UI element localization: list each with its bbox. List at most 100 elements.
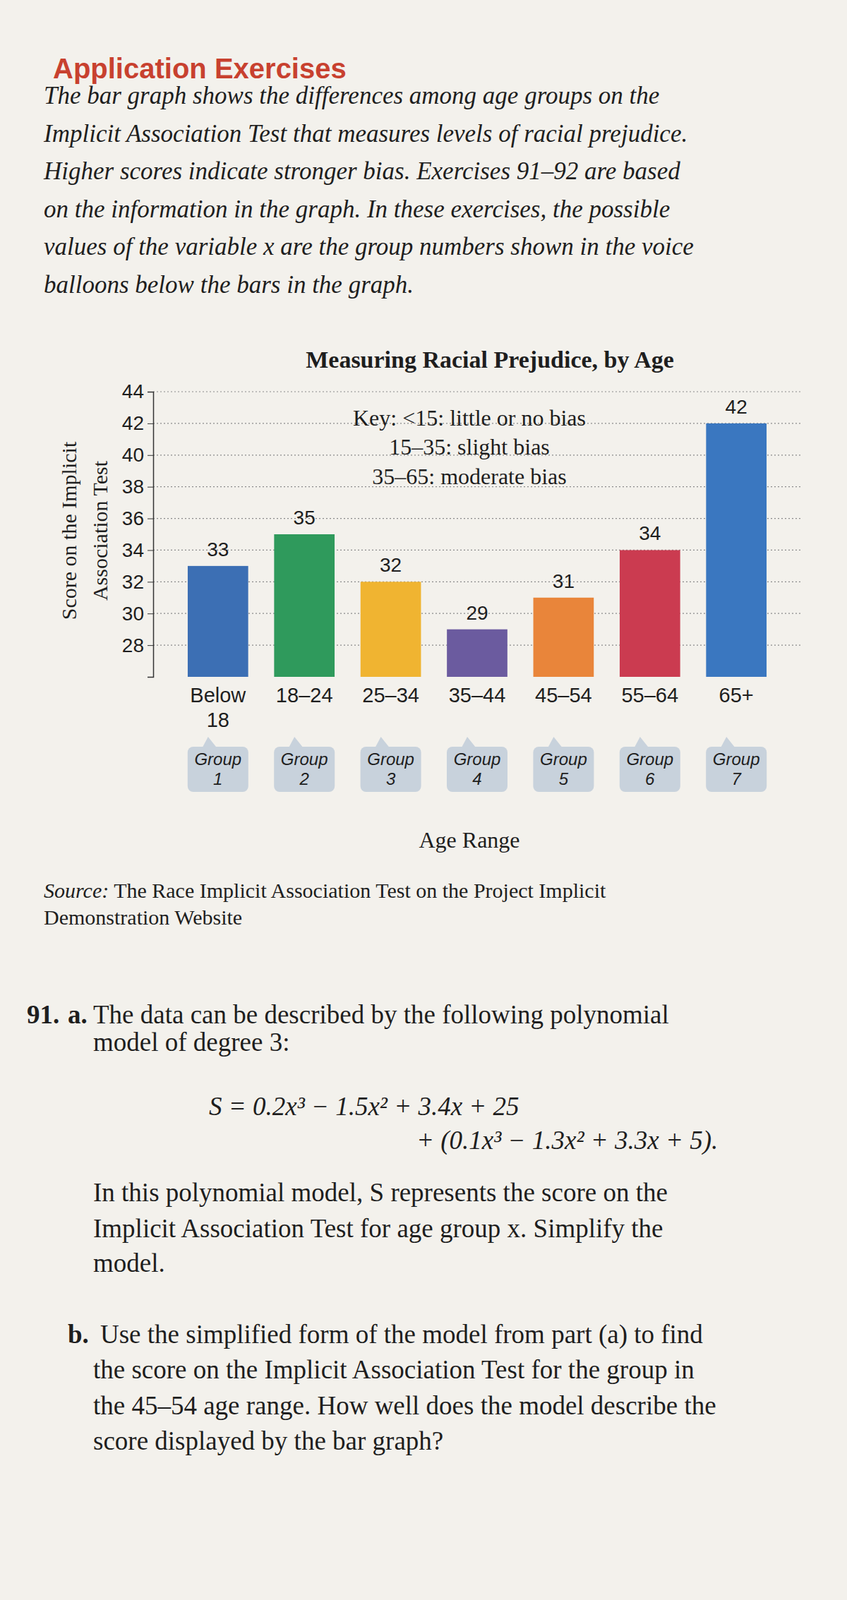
part-label: b. — [67, 1320, 89, 1350]
key-text: Key: <15: little or no bias — [352, 405, 586, 431]
balloon — [446, 746, 508, 792]
tick-mark — [147, 423, 154, 425]
key-text: 15–35: slight bias — [388, 434, 550, 460]
tick: 30 — [122, 602, 154, 625]
balloon — [360, 746, 422, 792]
x-axis-title: Age Range — [418, 827, 520, 853]
exercise-line: The data can be described by the followi… — [93, 1000, 670, 1030]
group-label: Group4 — [453, 749, 502, 789]
source-text: The Race Implicit Association Test on th… — [113, 878, 606, 903]
grid-line — [153, 581, 802, 583]
balloon — [461, 736, 476, 748]
tick-label: 25–34 — [362, 683, 420, 707]
y-axis: 28 30 32 34 36 38 40 42 44 — [122, 380, 154, 677]
balloon — [202, 736, 217, 748]
intro-line: Implicit Association Test that measures … — [43, 120, 688, 149]
tick-mark — [147, 391, 154, 393]
tick: 34 — [122, 539, 154, 562]
grid — [153, 391, 802, 646]
tick: 44 — [122, 380, 154, 403]
axis-line — [147, 392, 154, 678]
tick-label: 28 — [122, 634, 144, 657]
balloon — [634, 736, 649, 748]
intro-line: The bar graph shows the differences amon… — [43, 82, 660, 111]
section-title: Application Exercises — [52, 52, 347, 84]
balloon — [187, 746, 249, 792]
tick-mark — [147, 518, 154, 520]
tick: 18–24 — [275, 676, 334, 707]
tick: 40 — [122, 443, 154, 466]
grid-line — [153, 391, 802, 392]
source-text: Demonstration Website — [43, 905, 243, 929]
bar — [273, 534, 335, 677]
data-label: 32 — [379, 554, 402, 576]
data-label: 33 — [206, 538, 229, 561]
tick-label: 36 — [122, 507, 144, 530]
bar — [533, 597, 595, 677]
y-axis-title: Score on the Implicit — [57, 441, 81, 620]
tick-mark — [147, 487, 154, 488]
tick: 55–64 — [621, 676, 679, 707]
tick: Below18 — [189, 676, 247, 732]
group-label: Group1 — [194, 749, 242, 789]
balloon — [273, 746, 335, 792]
bar — [446, 629, 508, 677]
data-label: 34 — [638, 522, 661, 545]
tick-mark — [147, 645, 154, 646]
tick: 42 — [122, 412, 154, 435]
data-labels: 33353229313442 — [206, 395, 748, 624]
tick: 35–44 — [448, 676, 507, 707]
balloon — [532, 746, 594, 792]
x-axis: Below18 18–24 25–34 35–44 45–54 55–64 65+ — [189, 676, 754, 732]
bar — [187, 566, 249, 677]
balloon — [720, 736, 735, 748]
formula-line: + (0.1x³ − 1.3x² + 3.3x + 5). — [416, 1126, 718, 1156]
group-label: Group3 — [367, 749, 415, 789]
exercise-line: Implicit Association Test for age group … — [93, 1214, 664, 1244]
bar — [705, 423, 767, 677]
intro-line: values of the variable x are the group n… — [43, 233, 694, 262]
y-axis-title: Association Test — [88, 460, 112, 601]
tick-mark — [147, 549, 154, 551]
exercise-line: score displayed by the bar graph? — [93, 1427, 444, 1457]
chart-title: Measuring Racial Prejudice, by Age — [305, 346, 675, 373]
tick-label: Below18 — [189, 683, 247, 732]
group-label: Group7 — [712, 749, 761, 789]
tick-label: 30 — [122, 602, 144, 625]
tick: 38 — [122, 475, 154, 498]
exercise-line: model of degree 3: — [93, 1028, 290, 1058]
tick-label: 38 — [122, 475, 144, 498]
balloon — [547, 736, 562, 748]
group-label: Group5 — [539, 749, 588, 789]
grid-line — [153, 549, 802, 551]
tick-label: 35–44 — [448, 683, 507, 707]
tick-label: 32 — [122, 571, 144, 593]
balloon — [375, 736, 390, 748]
bar — [619, 549, 681, 677]
tick: 32 — [122, 571, 154, 593]
grid-line — [153, 518, 802, 519]
source-label: Source: — [43, 878, 109, 903]
tick: 65+ — [719, 676, 754, 707]
tick-label: 45–54 — [535, 683, 593, 707]
tick: 45–54 — [535, 676, 593, 707]
tick-label: 18–24 — [275, 683, 334, 707]
intro-line: balloons below the bars in the graph. — [43, 271, 414, 300]
exercise-line: the score on the Implicit Association Te… — [93, 1355, 695, 1385]
tick-mark — [147, 581, 154, 583]
exercise-line: model. — [93, 1249, 166, 1279]
intro-line: Higher scores indicate stronger bias. Ex… — [43, 158, 681, 186]
tick: 28 — [122, 634, 154, 657]
formula-line: S = 0.2x³ − 1.5x² + 3.4x + 25 — [208, 1092, 520, 1122]
balloon — [288, 736, 303, 748]
bars — [187, 423, 767, 677]
data-label: 35 — [293, 506, 316, 529]
group-label: Group6 — [626, 749, 674, 789]
tick: 36 — [122, 507, 154, 530]
key-text: 35–65: moderate bias — [371, 463, 567, 490]
exercise-line: Use the simplified form of the model fro… — [100, 1320, 704, 1350]
tick-label: 42 — [122, 412, 144, 435]
balloon — [705, 746, 767, 792]
bar — [360, 581, 422, 677]
exercise-line: In this polynomial model, S represents t… — [93, 1178, 668, 1208]
